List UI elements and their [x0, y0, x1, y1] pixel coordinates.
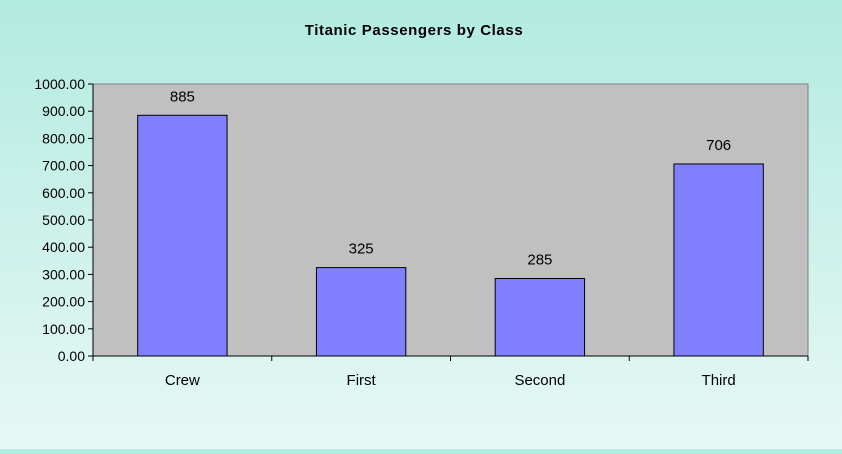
data-label-crew: 885: [170, 88, 195, 105]
data-label-third: 706: [706, 137, 731, 154]
data-label-second: 285: [527, 251, 552, 268]
y-tick-label: 100.00: [42, 321, 85, 337]
y-tick-label: 700.00: [42, 158, 85, 174]
y-tick-label: 900.00: [42, 103, 85, 119]
bar-second: [494, 277, 586, 357]
x-tick-label-first: First: [347, 372, 377, 389]
x-tick-label-crew: Crew: [165, 372, 200, 389]
y-tick-label: 600.00: [42, 185, 85, 201]
y-tick-label: 800.00: [42, 130, 85, 146]
bar-third: [673, 163, 764, 357]
y-tick-label: 1000.00: [34, 76, 85, 92]
bar-first: [315, 267, 407, 357]
chart-title: Titanic Passengers by Class: [305, 22, 524, 39]
bar-series: [137, 114, 764, 357]
y-tick-label: 200.00: [42, 294, 85, 310]
x-axis: Crew First Second Third: [92, 355, 809, 389]
y-tick-label: 300.00: [42, 266, 85, 282]
bar-crew: [137, 114, 228, 357]
y-tick-label: 500.00: [42, 212, 85, 228]
x-tick-label-third: Third: [702, 372, 736, 389]
x-tick-label-second: Second: [514, 372, 565, 389]
y-tick-label: 0.00: [58, 348, 85, 364]
data-labels: 885 325 285 706: [170, 88, 731, 268]
y-axis: 0.00 100.00 200.00 300.00 400.00 500.00 600.00…: [34, 76, 94, 364]
data-label-first: 325: [349, 241, 374, 258]
y-tick-label: 400.00: [42, 239, 85, 255]
